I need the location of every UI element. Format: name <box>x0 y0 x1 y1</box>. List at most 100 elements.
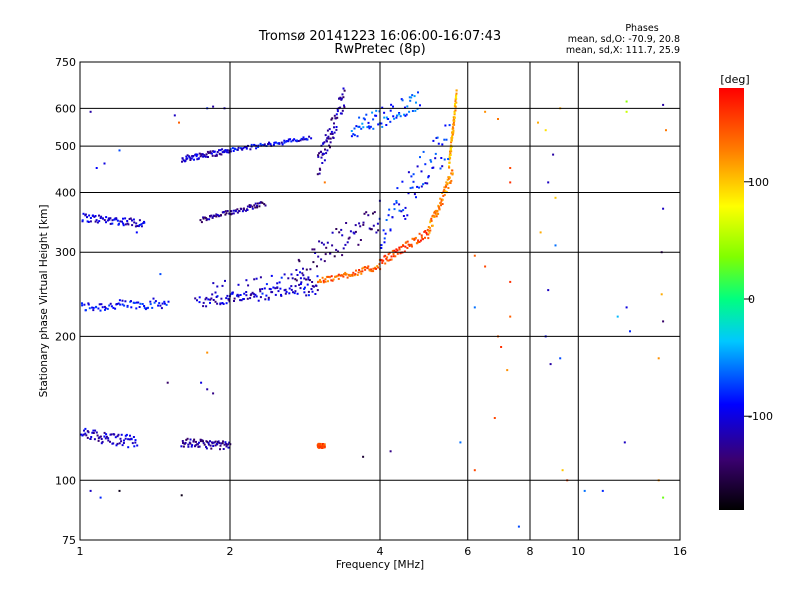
data-point <box>444 190 447 193</box>
data-point <box>374 114 376 117</box>
data-point <box>287 140 290 143</box>
data-point <box>392 253 395 255</box>
data-point <box>245 146 248 149</box>
data-point <box>247 284 250 287</box>
data-point <box>205 153 208 156</box>
data-point <box>211 293 214 296</box>
data-point <box>358 269 361 271</box>
data-point <box>322 443 325 445</box>
data-point <box>190 445 193 448</box>
data-point <box>215 215 218 218</box>
data-point <box>253 204 256 207</box>
data-point <box>317 154 320 157</box>
data-point <box>249 148 252 151</box>
y-tick-label: 75 <box>62 534 76 547</box>
data-point <box>290 288 293 291</box>
data-point <box>383 241 386 244</box>
data-point <box>124 223 127 226</box>
data-point <box>367 121 370 124</box>
y-tick-label: 100 <box>55 474 76 487</box>
data-point <box>484 110 487 113</box>
data-point <box>559 357 562 360</box>
data-point <box>99 496 102 499</box>
data-point <box>223 150 226 153</box>
data-point <box>350 135 353 138</box>
data-point <box>293 138 296 141</box>
data-point <box>319 168 322 171</box>
data-point <box>82 212 85 215</box>
data-point <box>401 180 404 183</box>
data-point <box>493 417 496 419</box>
data-point <box>106 219 109 222</box>
data-point <box>396 114 399 117</box>
data-point <box>154 300 157 303</box>
data-point <box>453 118 456 121</box>
data-point <box>149 303 152 306</box>
data-point <box>388 208 391 211</box>
data-point <box>196 443 199 446</box>
grid-lines <box>80 62 680 540</box>
data-point <box>337 277 340 280</box>
data-point <box>291 277 294 280</box>
data-point <box>163 302 166 305</box>
data-point <box>198 441 200 444</box>
data-point <box>295 279 298 282</box>
data-point <box>403 250 406 253</box>
data-point <box>233 300 235 302</box>
data-point <box>129 217 132 220</box>
data-point <box>419 104 421 107</box>
data-point <box>297 258 300 261</box>
data-point <box>100 303 103 306</box>
data-point <box>91 431 94 434</box>
data-point <box>194 444 197 447</box>
data-point <box>365 211 368 214</box>
data-point <box>398 112 401 114</box>
data-point <box>88 307 91 310</box>
data-point <box>124 434 127 437</box>
data-point <box>95 306 97 309</box>
data-point <box>109 222 112 225</box>
data-point <box>381 262 384 264</box>
data-point <box>331 117 334 120</box>
data-point <box>248 204 251 207</box>
y-tick-label: 200 <box>55 330 76 343</box>
data-point <box>601 489 604 492</box>
data-point <box>444 184 447 187</box>
data-point <box>196 158 199 161</box>
data-point <box>90 436 93 438</box>
data-point <box>445 138 448 141</box>
data-point <box>349 230 352 233</box>
data-point <box>231 292 234 295</box>
data-point <box>210 214 213 217</box>
data-point <box>368 127 371 130</box>
data-point <box>209 444 212 447</box>
data-point <box>283 289 286 292</box>
data-point <box>392 105 394 108</box>
data-point <box>427 229 430 232</box>
data-point <box>263 203 266 206</box>
data-point <box>255 147 258 150</box>
data-point <box>119 303 122 306</box>
data-point <box>159 304 162 307</box>
data-point <box>197 157 200 160</box>
data-point <box>372 270 375 273</box>
data-point <box>362 455 365 458</box>
data-point <box>113 433 116 436</box>
data-point <box>203 155 206 158</box>
data-point <box>81 434 84 437</box>
data-point <box>359 270 362 273</box>
data-point <box>293 292 296 295</box>
data-point <box>143 305 146 307</box>
data-point <box>316 275 319 278</box>
data-point <box>254 206 257 209</box>
data-point <box>122 224 125 227</box>
data-point <box>389 120 392 123</box>
data-point <box>311 248 314 251</box>
data-point <box>254 144 257 147</box>
data-point <box>342 87 345 90</box>
data-point <box>133 302 136 304</box>
data-point <box>367 214 370 217</box>
data-point <box>105 433 108 436</box>
data-point <box>302 274 305 277</box>
data-point <box>91 306 94 309</box>
